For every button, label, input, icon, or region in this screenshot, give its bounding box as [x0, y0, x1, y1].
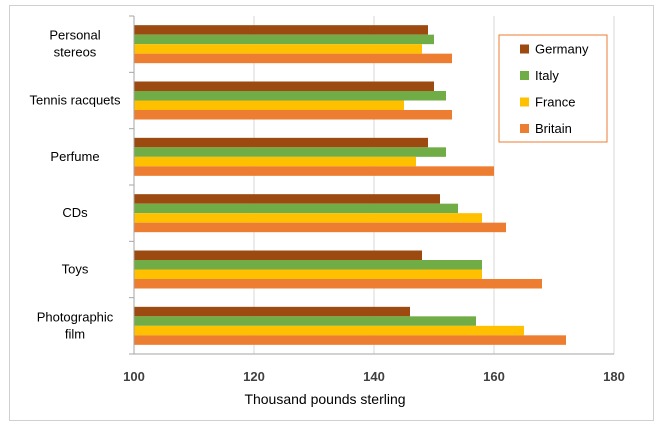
x-axis-title: Thousand pounds sterling [244, 391, 405, 407]
legend-label-italy: Italy [535, 68, 559, 83]
bar-germany-4 [134, 250, 422, 260]
bar-germany-3 [134, 194, 440, 204]
bar-italy-2 [134, 147, 446, 157]
legend-label-france: France [535, 95, 575, 110]
legend-label-britain: Britain [535, 121, 572, 136]
bar-germany-2 [134, 137, 428, 148]
legend-swatch-italy [520, 71, 529, 80]
category-label-line: Personal [49, 28, 100, 43]
category-label: Toys [62, 262, 89, 277]
x-tick-label: 180 [603, 369, 625, 384]
category-label: Photographic film [37, 309, 114, 341]
bar-britain-3 [134, 222, 506, 233]
category-label-line: Photographic [37, 309, 114, 324]
axes [129, 15, 614, 355]
category-label: Perfume [50, 149, 99, 164]
bar-france-2 [134, 156, 416, 167]
bar-france-3 [134, 213, 482, 223]
x-tick-label: 100 [123, 369, 145, 384]
bar-germany-5 [134, 306, 410, 317]
category-label: Personal stereos [49, 28, 100, 60]
bar-italy-3 [134, 203, 458, 214]
bar-france-5 [134, 325, 524, 336]
bars [134, 25, 566, 345]
legend-box [498, 34, 608, 143]
bar-france-0 [134, 44, 422, 54]
bar-britain-2 [134, 166, 494, 176]
category-label-line: Tennis racquets [29, 93, 121, 108]
bar-france-1 [134, 100, 404, 110]
bar-britain-4 [134, 279, 542, 289]
bar-italy-4 [134, 260, 482, 270]
category-label: Tennis racquets [29, 93, 121, 108]
category-label-line: Toys [62, 262, 89, 277]
legend-swatch-germany [520, 44, 529, 54]
legend-swatch-britain [520, 124, 529, 133]
category-label-line: film [65, 326, 85, 341]
bar-germany-1 [134, 81, 434, 91]
bar-italy-1 [134, 91, 446, 101]
bar-france-4 [134, 269, 482, 279]
bar-britain-1 [134, 110, 452, 120]
x-tick-labels: 100 120 140 160 180 [123, 369, 625, 384]
legend-swatch-france [520, 97, 529, 107]
category-label-line: Perfume [50, 149, 99, 164]
category-label: CDs [62, 205, 88, 220]
bar-britain-5 [134, 335, 566, 345]
category-label-line: stereos [54, 45, 97, 60]
gridlines [253, 16, 615, 354]
category-label-line: CDs [62, 205, 88, 220]
bar-italy-5 [134, 316, 476, 326]
x-tick-label: 140 [363, 369, 385, 384]
category-labels: Personal stereos Tennis racquets Perfume CDs… [29, 28, 121, 342]
legend: Germany Italy France Britain [498, 34, 608, 143]
bar-britain-0 [134, 53, 452, 64]
bar-italy-0 [134, 34, 434, 45]
bar-germany-0 [134, 25, 428, 35]
x-tick-label: 160 [483, 369, 505, 384]
x-tick-label: 120 [243, 369, 265, 384]
legend-label-germany: Germany [535, 42, 589, 57]
